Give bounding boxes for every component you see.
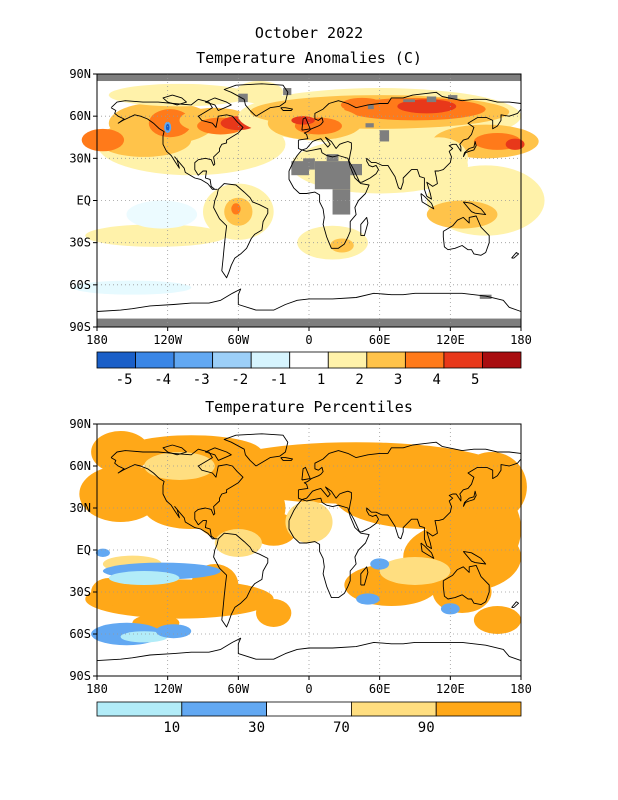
legend-label: 70	[333, 720, 350, 736]
lat-tick-label: 30N	[69, 501, 91, 515]
legend-swatch	[443, 351, 483, 369]
legend-label: 1	[317, 372, 325, 388]
legend-swatch	[366, 351, 406, 369]
lat-tick-label: EQ	[77, 194, 91, 208]
figure-title: October 2022	[254, 24, 364, 42]
percentile-legend: 10 30 70 90	[96, 701, 522, 736]
lat-tick-label: 90N	[69, 417, 91, 431]
lat-tick-label: 30S	[69, 236, 91, 250]
legend-swatch	[250, 351, 291, 369]
legend-label: -4	[154, 372, 171, 388]
legend-label: 10	[163, 720, 180, 736]
lon-tick-label: 0	[305, 682, 312, 696]
legend-label: -2	[231, 372, 248, 388]
legend-swatch	[404, 351, 445, 369]
lon-tick-label: 60W	[227, 682, 249, 696]
lon-tick-label: 180	[86, 333, 108, 347]
lon-tick-label: 120E	[436, 333, 465, 347]
lon-tick-label: 60E	[369, 682, 391, 696]
legend-swatch	[212, 351, 252, 369]
lon-tick-label: 120E	[436, 682, 465, 696]
lat-tick-label: 30N	[69, 151, 91, 165]
lat-tick-label: 30S	[69, 585, 91, 599]
lon-tick-label: 120W	[153, 682, 183, 696]
legend-label: 2	[355, 372, 363, 388]
lat-tick-label: 90S	[69, 320, 91, 334]
legend-swatch	[350, 701, 437, 717]
legend-label: -1	[270, 372, 287, 388]
lon-tick-label: 120W	[153, 333, 183, 347]
legend-swatch	[181, 701, 268, 717]
legend-label: 3	[394, 372, 402, 388]
legend-swatch	[135, 351, 175, 369]
legend-swatch	[173, 351, 214, 369]
lat-tick-label: EQ	[77, 543, 91, 557]
lat-tick-label: 60S	[69, 627, 91, 641]
legend-swatch	[96, 351, 136, 369]
legend-swatch	[96, 701, 183, 717]
lon-tick-label: 60W	[227, 333, 249, 347]
legend-swatch	[327, 351, 368, 369]
lat-tick-label: 60N	[69, 109, 91, 123]
legend-swatch	[289, 351, 329, 369]
lon-tick-label: 180	[510, 333, 532, 347]
legend-swatch	[266, 701, 352, 717]
lon-tick-label: 60E	[369, 333, 391, 347]
legend-label: 90	[418, 720, 435, 736]
legend-label: -3	[193, 372, 210, 388]
lat-tick-label: 60S	[69, 278, 91, 292]
lon-tick-label: 180	[510, 682, 532, 696]
lat-tick-label: 60N	[69, 459, 91, 473]
legend-label: 30	[248, 720, 265, 736]
anomaly-map-title: Temperature Anomalies (C)	[196, 49, 422, 67]
lon-tick-label: 180	[86, 682, 108, 696]
lat-tick-label: 90S	[69, 669, 91, 683]
anomaly-legend: -5 -4 -3 -2 -1 1 2 3 4 5	[96, 351, 522, 388]
legend-swatch	[435, 701, 522, 717]
lat-tick-label: 90N	[69, 67, 91, 81]
percentile-map-title: Temperature Percentiles	[205, 398, 413, 416]
legend-label: -5	[116, 372, 133, 388]
legend-label: 5	[471, 372, 479, 388]
legend-swatch	[482, 351, 522, 369]
lon-tick-label: 0	[305, 333, 312, 347]
legend-label: 4	[432, 372, 440, 388]
